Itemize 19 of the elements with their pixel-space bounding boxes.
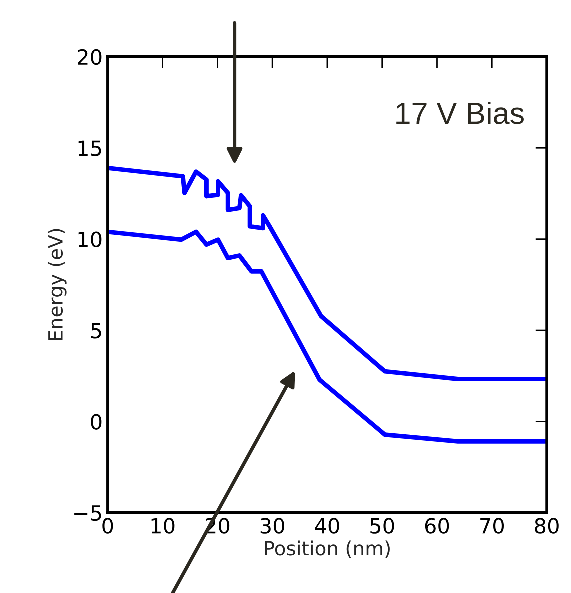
y-tick-label: 10 [78,232,102,248]
x-tick-label: 80 [535,518,559,534]
y-tick-label: 15 [78,140,102,156]
x-tick-label: 50 [370,518,394,534]
x-tick-label: 60 [425,518,450,534]
x-tick-label: 0 [102,518,114,534]
x-tick-label: 10 [152,518,175,534]
x-tick-label: 70 [480,518,504,534]
y-tick-label: 0 [91,414,102,430]
annotation: 17 V Bias [396,102,524,124]
x-tick-label: 40 [315,518,340,534]
y-axis-title: Energy (eV) [48,229,67,340]
y-tick-label: 5 [91,323,102,339]
line-series [108,166,548,382]
x-axis-title: Position (nm) [265,540,390,558]
y-tick-label: −5 [74,506,102,522]
y-tick-label: 20 [78,49,102,66]
line-series [108,230,548,444]
x-tick-label: 30 [260,518,284,534]
